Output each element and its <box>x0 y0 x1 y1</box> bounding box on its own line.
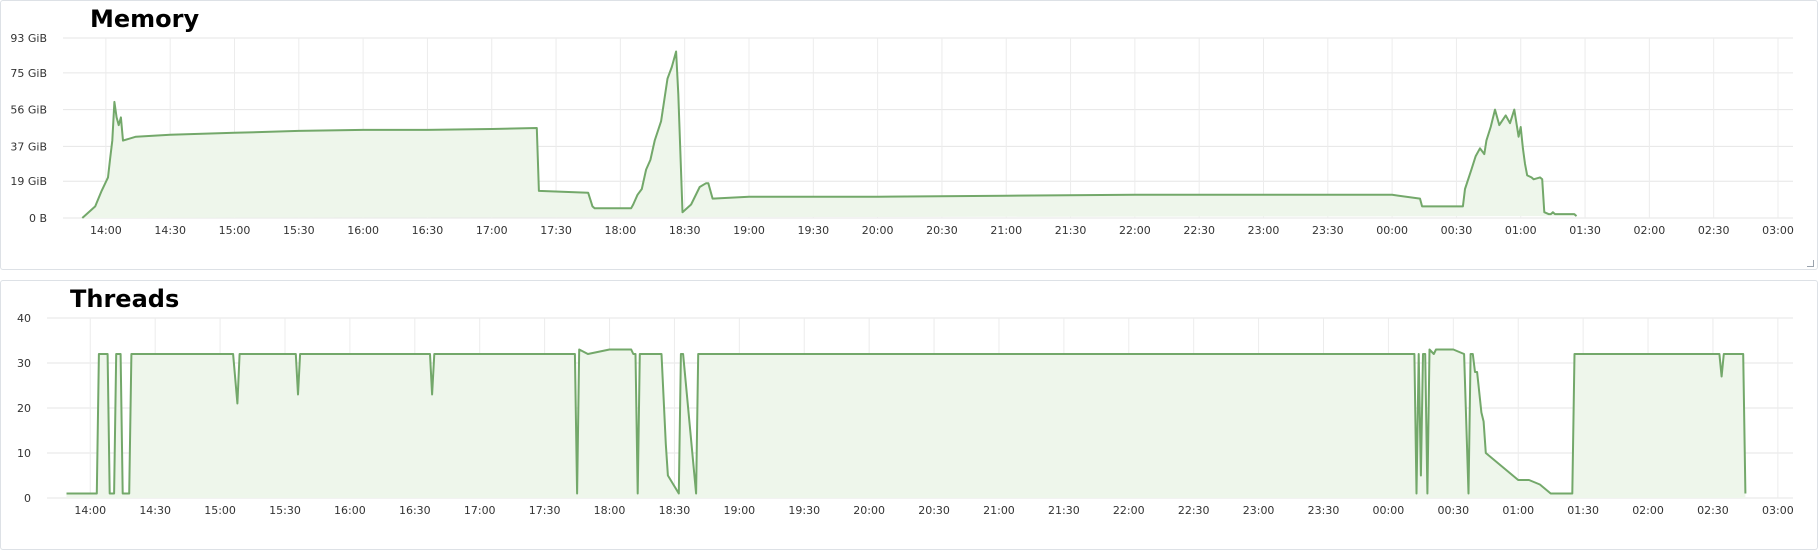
x-tick-label: 18:30 <box>659 504 691 517</box>
x-tick-label: 16:00 <box>347 224 379 237</box>
memory-chart: 0 B 19 GiB 37 GiB 56 GiB 75 GiB 93 GiB 14:00 14… <box>10 32 1794 237</box>
x-tick-label: 17:00 <box>476 224 508 237</box>
x-tick-label: 21:00 <box>990 224 1022 237</box>
x-tick-label: 18:30 <box>669 224 701 237</box>
x-tick-label: 19:00 <box>733 224 765 237</box>
y-tick-label: 10 <box>17 447 31 460</box>
x-tick-label: 00:30 <box>1441 224 1473 237</box>
y-tick-label: 75 GiB <box>10 67 47 80</box>
x-tick-label: 20:30 <box>926 224 958 237</box>
x-tick-label: 22:30 <box>1178 504 1210 517</box>
x-tick-label: 23:30 <box>1308 504 1340 517</box>
x-tick-label: 19:30 <box>788 504 820 517</box>
x-tick-label: 02:30 <box>1697 504 1729 517</box>
x-tick-label: 00:30 <box>1437 504 1469 517</box>
x-tick-label: 19:00 <box>723 504 755 517</box>
x-tick-label: 22:30 <box>1183 224 1215 237</box>
x-tick-label: 15:00 <box>204 504 236 517</box>
x-tick-label: 21:30 <box>1055 224 1087 237</box>
series-area <box>82 51 1577 218</box>
x-tick-label: 17:30 <box>529 504 561 517</box>
threads-panel-title: Threads <box>70 285 180 313</box>
x-tick-label: 17:00 <box>464 504 496 517</box>
series-line <box>66 348 1747 495</box>
x-tick-label: 01:30 <box>1569 224 1601 237</box>
x-tick-label: 00:00 <box>1373 504 1405 517</box>
series-area <box>66 349 1746 498</box>
x-tick-label: 21:30 <box>1048 504 1080 517</box>
x-tick-label: 20:30 <box>918 504 950 517</box>
x-tick-label: 02:00 <box>1634 224 1666 237</box>
threads-panel: Threads 0 10 20 30 40 14:00 14:30 15:00 15:30 16:… <box>0 280 1818 550</box>
x-tick-label: 23:00 <box>1243 504 1275 517</box>
x-tick-label: 16:00 <box>334 504 366 517</box>
x-tick-label: 20:00 <box>853 504 885 517</box>
x-tick-label: 15:30 <box>269 504 301 517</box>
resize-handle-icon[interactable] <box>1807 260 1814 267</box>
x-tick-label: 02:00 <box>1632 504 1664 517</box>
x-tick-label: 16:30 <box>399 504 431 517</box>
x-tick-label: 22:00 <box>1119 224 1151 237</box>
x-tick-label: 20:00 <box>862 224 894 237</box>
x-tick-label: 19:30 <box>797 224 829 237</box>
x-tick-label: 23:00 <box>1248 224 1280 237</box>
x-tick-label: 14:30 <box>154 224 186 237</box>
y-tick-label: 93 GiB <box>10 32 47 45</box>
memory-panel-title: Memory <box>90 5 200 33</box>
x-tick-label: 03:00 <box>1762 224 1794 237</box>
x-tick-label: 14:00 <box>90 224 122 237</box>
y-tick-label: 37 GiB <box>10 140 47 153</box>
x-tick-label: 01:30 <box>1567 504 1599 517</box>
y-tick-label: 20 <box>17 402 31 415</box>
x-tick-label: 01:00 <box>1502 504 1534 517</box>
threads-chart: 0 10 20 30 40 14:00 14:30 15:00 15:30 16:00 16:30 1… <box>17 312 1794 517</box>
x-tick-label: 17:30 <box>540 224 572 237</box>
x-tick-label: 14:00 <box>74 504 106 517</box>
series-line <box>81 50 1578 219</box>
y-tick-label: 56 GiB <box>10 104 47 117</box>
memory-panel: Memory 0 B 19 GiB 37 GiB 56 GiB 75 GiB 93 GiB… <box>0 0 1818 270</box>
x-tick-label: 03:00 <box>1762 504 1794 517</box>
x-tick-label: 18:00 <box>605 224 637 237</box>
y-tick-label: 40 <box>17 312 31 325</box>
y-tick-label: 0 <box>24 492 31 505</box>
y-tick-label: 0 B <box>29 212 47 225</box>
x-tick-label: 15:30 <box>283 224 315 237</box>
x-tick-label: 00:00 <box>1376 224 1408 237</box>
x-tick-label: 23:30 <box>1312 224 1344 237</box>
x-tick-label: 15:00 <box>219 224 251 237</box>
y-tick-label: 30 <box>17 357 31 370</box>
x-tick-label: 02:30 <box>1698 224 1730 237</box>
x-tick-label: 01:00 <box>1505 224 1537 237</box>
x-tick-label: 18:00 <box>594 504 626 517</box>
x-tick-label: 22:00 <box>1113 504 1145 517</box>
y-tick-label: 19 GiB <box>10 175 47 188</box>
x-tick-label: 21:00 <box>983 504 1015 517</box>
x-tick-label: 14:30 <box>139 504 171 517</box>
x-tick-label: 16:30 <box>412 224 444 237</box>
